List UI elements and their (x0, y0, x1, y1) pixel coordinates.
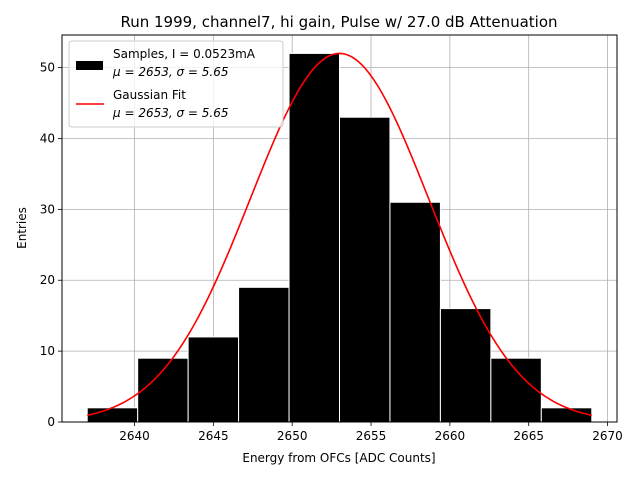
legend-samples-label: Samples, I = 0.0523mA (113, 47, 256, 61)
histogram-bar-8 (490, 357, 542, 423)
x-tick-label-4: 2660 (435, 429, 466, 443)
legend-box (68, 40, 284, 128)
gaussian-fit-line (87, 52, 592, 417)
legend: Samples, I = 0.0523mA μ = 2653, σ = 5.65… (68, 40, 284, 128)
histogram-bar-6 (389, 201, 441, 423)
histogram-bar-7 (439, 308, 492, 423)
legend-fit-mu: μ = 2653, (112, 106, 177, 120)
legend-samples-mu: μ = 2653, (112, 65, 177, 79)
y-tick-label-4: 40 (40, 131, 55, 145)
legend-samples-swatch (76, 61, 103, 70)
x-axis-label: Energy from OFCs [ADC Counts] (242, 451, 435, 465)
histogram-bar-2 (187, 336, 240, 423)
legend-samples-stats: μ = 2653, σ = 5.65 (112, 65, 229, 79)
ticks-layer: 2640 2645 2650 2655 2660 2665 2670 0 10 20 30 40 50 (40, 61, 623, 443)
chart-title: Run 1999, channel7, hi gain, Pulse w/ 27… (120, 13, 557, 31)
histogram-bar-5 (339, 116, 391, 423)
y-tick-label-2: 20 (40, 273, 55, 287)
y-axis-label: Entries (15, 207, 29, 249)
histogram-bar-1 (137, 357, 189, 423)
bars-layer (86, 52, 593, 423)
histogram-bar-3 (238, 286, 290, 423)
x-tick-label-6: 2670 (592, 429, 623, 443)
x-tick-label-0: 2640 (119, 429, 150, 443)
y-tick-label-1: 10 (40, 344, 55, 358)
legend-fit-stats: μ = 2653, σ = 5.65 (112, 106, 229, 120)
histogram-bar-4 (288, 52, 340, 423)
x-tick-label-3: 2655 (356, 429, 387, 443)
y-tick-label-5: 50 (40, 61, 55, 75)
y-tick-label-0: 0 (47, 415, 55, 429)
y-tick-label-3: 30 (40, 202, 55, 216)
histogram-bar-0 (86, 407, 139, 423)
plot-frame (61, 34, 618, 423)
legend-fit-label: Gaussian Fit (113, 88, 186, 102)
x-tick-label-1: 2645 (198, 429, 229, 443)
legend-samples-sigma: σ = 5.65 (177, 65, 229, 79)
fit-layer (87, 52, 592, 417)
x-tick-label-5: 2665 (513, 429, 544, 443)
x-tick-label-2: 2650 (277, 429, 308, 443)
legend-fit-sigma: σ = 5.65 (177, 106, 229, 120)
histogram-bar-9 (540, 407, 593, 423)
